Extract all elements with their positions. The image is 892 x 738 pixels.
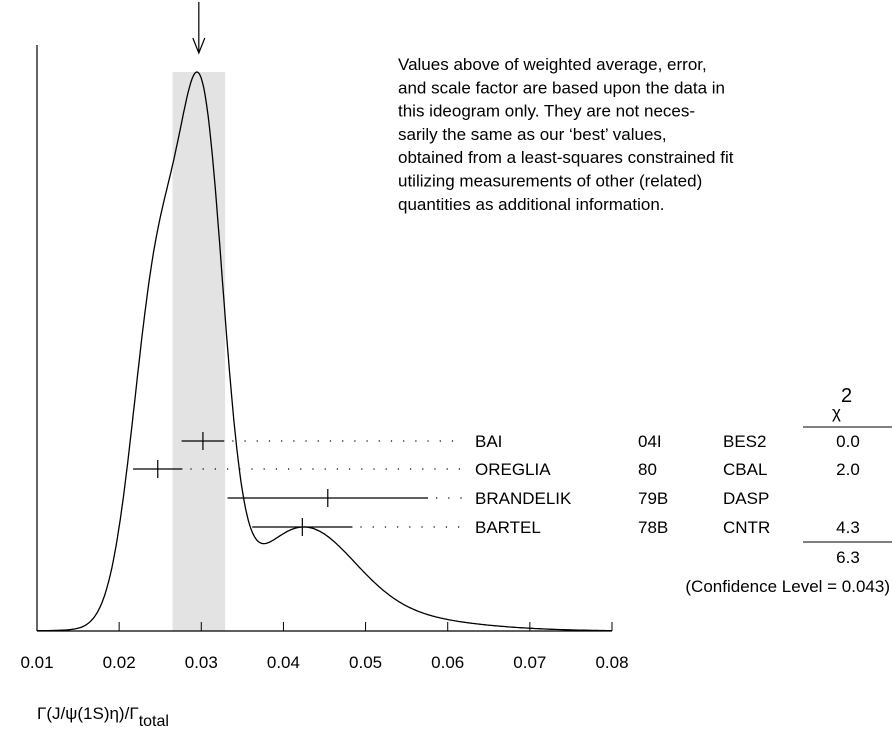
chi2-symbol: χ — [832, 403, 841, 422]
note-line: sarily the same as our ‘best’ values, — [398, 125, 667, 144]
measurement-year: 79B — [638, 489, 668, 508]
x-tick-label: 0.07 — [513, 653, 546, 672]
note-line: Values above of weighted average, error, — [398, 55, 707, 74]
x-tick-label: 0.06 — [431, 653, 464, 672]
measurement-technique: BES2 — [723, 432, 766, 451]
measurement-name: BARTEL — [475, 518, 541, 537]
x-tick-label: 0.02 — [103, 653, 136, 672]
x-axis-label: Γ(J/ψ(1S)η)/Γtotal — [37, 704, 169, 730]
chi2-value: 4.3 — [836, 518, 860, 537]
x-tick-label: 0.03 — [185, 653, 218, 672]
measurement-name: BRANDELIK — [475, 489, 572, 508]
x-tick-label: 0.08 — [595, 653, 628, 672]
x-label-main: Γ(J/ψ(1S)η)/Γ — [37, 704, 139, 723]
average-band — [172, 72, 226, 631]
measurement-name: BAI — [475, 432, 502, 451]
chi2-header: χ2 — [832, 385, 852, 422]
measurement-technique: CBAL — [723, 460, 767, 479]
note-line: utilizing measurements of other (related… — [398, 172, 702, 191]
chi2-value: 0.0 — [836, 432, 860, 451]
note-line: this ideogram only. They are not neces- — [398, 102, 695, 121]
x-label-sub: total — [139, 713, 169, 730]
note-line: obtained from a least-squares constraine… — [398, 148, 734, 167]
note-line: quantities as additional information. — [398, 195, 665, 214]
chi2-total: 6.3 — [836, 548, 860, 567]
note-line: and scale factor are based upon the data… — [398, 78, 725, 97]
measurement-technique: CNTR — [723, 518, 770, 537]
x-tick-label: 0.01 — [20, 653, 53, 672]
confidence-level: (Confidence Level = 0.043) — [685, 577, 890, 596]
ideogram-curve — [37, 71, 612, 632]
measurement-year: 80 — [638, 460, 657, 479]
x-tick-label: 0.05 — [349, 653, 382, 672]
measurement-technique: DASP — [723, 489, 769, 508]
average-arrow — [192, 2, 206, 55]
chi2-value: 2.0 — [836, 460, 860, 479]
chi2-sup: 2 — [841, 385, 852, 407]
measurement-year: 04I — [638, 432, 662, 451]
measurement-name: OREGLIA — [475, 460, 551, 479]
x-tick-label: 0.04 — [267, 653, 300, 672]
measurement-year: 78B — [638, 518, 668, 537]
